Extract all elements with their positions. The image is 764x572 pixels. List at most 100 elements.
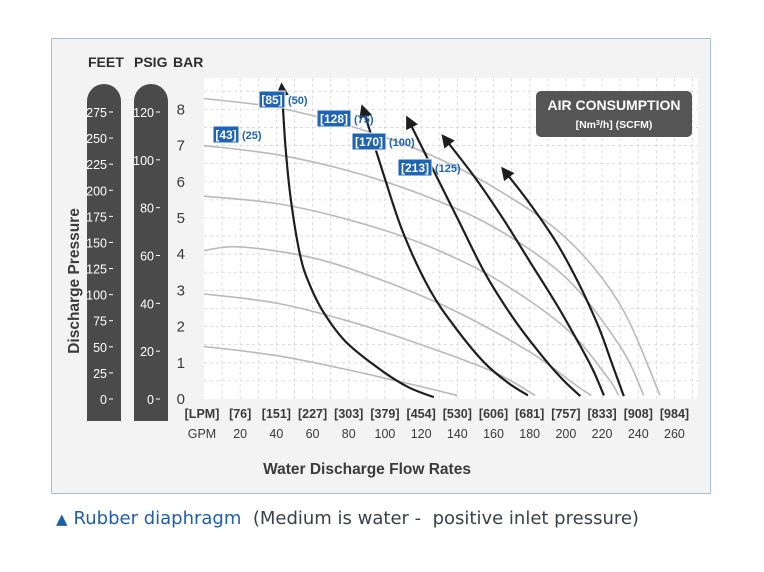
x-tick-lpm: [379] [370,407,399,421]
feet-scale-tick: 175 [86,210,107,224]
series-label-tag [212,125,240,144]
psig-scale-tick: 120 [133,106,154,120]
series-label-imperial: (100) [389,137,415,149]
x-tick-lpm: [833] [588,407,617,421]
y-axis-title: Discharge Pressure [66,208,83,354]
series-label-tag [351,132,387,151]
x-axis-title: Water Discharge Flow Rates [263,461,471,478]
feet-scale-tick: 200 [86,184,107,198]
series-label: [85] (50) [258,90,308,109]
psig-scale-tick: 80 [140,202,154,216]
series-label-metric: [85] [261,93,282,107]
x-tick-gpm: 140 [447,427,468,441]
psig-scale-background [134,84,168,421]
x-tick-gpm: 220 [592,427,613,441]
psig-scale-tick: 40 [140,297,154,311]
y-tick-bar: 3 [177,282,185,299]
series-label-imperial: (25) [242,130,262,142]
series-label-tag [397,158,433,177]
series-label-metric: [128] [320,112,348,126]
x-tick-lpm: [984] [660,407,689,421]
psig-scale-tick: 20 [140,345,154,359]
feet-scale-tick: 125 [86,263,107,277]
series-label-metric: [170] [355,135,383,149]
psig-scale-tick: 100 [133,154,154,168]
performance-chart: 0123456780255075100125150175200225250275… [66,54,698,478]
triangle-icon: ▲ [56,510,68,528]
axes: 0123456780255075100125150175200225250275… [86,54,689,441]
x-tick-lpm: [908] [624,407,653,421]
psig-scale: 0 20 40 60 80 100 120 [133,84,168,421]
feet-header: FEET [88,54,124,70]
x-tick-gpm: 60 [306,427,320,441]
x-tick-lpm: [757] [551,407,580,421]
series-label-tag [316,109,352,128]
y-tick-bar: 7 [177,138,185,155]
y-tick-bar: 2 [177,319,185,336]
x-tick-lpm: [227] [298,407,327,421]
x-tick-lpm: [303] [334,407,363,421]
air-consumption-curve [203,144,645,396]
air-consumption-units: [Nm3/h] (SCFM) [576,119,653,131]
feet-scale-background [87,84,121,421]
x-tick-gpm: 200 [555,427,576,441]
feet-scale-tick: 100 [86,289,107,303]
feet-scale-tick: 150 [86,236,107,250]
series-label-imperial: (125) [435,163,461,175]
series-label: [43] (25) [212,125,262,144]
feet-scale-tick: 0 [100,393,107,407]
pump-curve-125 [501,166,625,397]
x-tick-gpm: 160 [483,427,504,441]
series-labels: [43] (25) [85] (50) [128] (75) [170] (100) [213]… [212,90,461,177]
bar-header: BAR [173,54,203,70]
series-label: [128] (75) [316,109,374,128]
x-tick-lpm: [454] [407,407,436,421]
caption-detail: (Medium is water - positive inlet pressu… [241,508,639,529]
series-label-tag [258,90,286,109]
series-label-imperial: (75) [354,114,374,126]
x-tick-lpm: [606] [479,407,508,421]
y-tick-bar: 1 [177,355,185,372]
pump-curve-100 [441,134,605,396]
x-tick-lpm: [76] [229,407,251,421]
y-tick-bar: 0 [177,391,185,408]
air-consumption-curve [203,97,661,396]
feet-scale-tick: 275 [86,106,107,120]
feet-scale: 0 25 50 75 100 125 150 175 200 225 250 275 [86,84,121,421]
air-consumption-curve [203,195,620,396]
x-tick-lpm: [151] [262,407,291,421]
feet-scale-tick: 225 [86,158,107,172]
y-tick-bar: 5 [177,210,185,227]
series-label: [170] (100) [351,132,415,151]
x-tick-gpm: 180 [519,427,540,441]
x-tick-gpm: 80 [342,427,356,441]
psig-scale-tick: 60 [140,250,154,264]
feet-scale-tick: 250 [86,132,107,146]
psig-scale-base [134,401,168,421]
figure-caption: ▲ Rubber diaphragm (Medium is water - pos… [56,508,639,529]
feet-scale-tick: 25 [93,367,107,381]
feet-scale-tick: 75 [93,315,107,329]
x-label-lpm: [LPM] [185,407,220,421]
psig-scale-tick: 0 [147,393,154,407]
x-tick-gpm: 240 [628,427,649,441]
x-tick-gpm: 40 [269,427,283,441]
y-tick-bar: 8 [177,101,185,118]
x-tick-gpm: 100 [375,427,396,441]
caption-title: Rubber diaphragm [73,508,242,529]
pump-curve-25 [275,82,435,399]
air-consumption-curve [203,245,592,397]
feet-scale-base [87,401,121,421]
air-consumption-box: AIR CONSUMPTION [Nm3/h] (SCFM) [536,91,692,137]
psig-header: PSIG [134,54,168,70]
y-tick-bar: 4 [177,246,185,263]
series-label-metric: [213] [401,161,429,175]
x-tick-lpm: [530] [443,407,472,421]
feet-scale-tick: 50 [93,341,107,355]
x-tick-gpm: 260 [664,427,685,441]
x-tick-gpm: 120 [411,427,432,441]
series-label-imperial: (50) [288,95,308,107]
series-label-metric: [43] [215,128,236,142]
y-tick-bar: 6 [177,174,185,191]
air-consumption-title: AIR CONSUMPTION [548,97,681,113]
